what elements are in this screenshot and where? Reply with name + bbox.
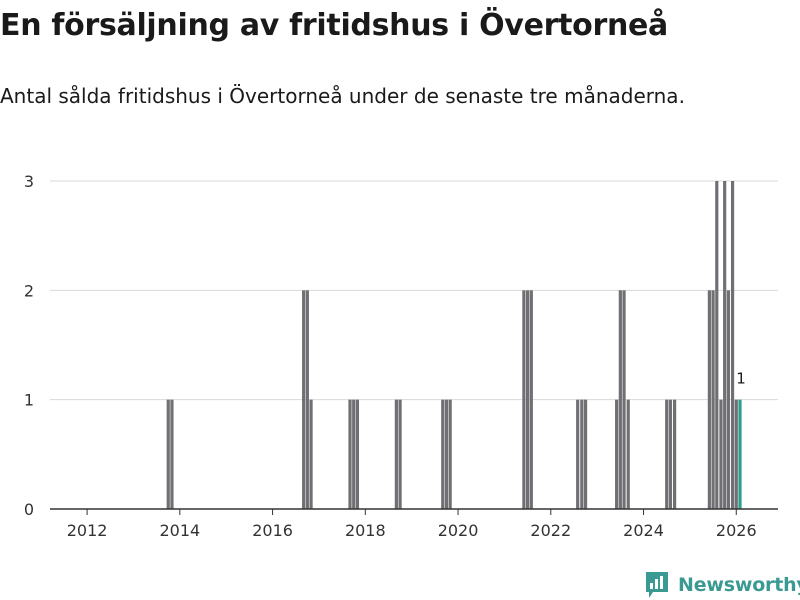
bar <box>723 181 727 509</box>
x-tick-label: 2014 <box>159 521 200 540</box>
bar <box>302 290 306 509</box>
bar-data-label: 1 <box>736 370 746 388</box>
y-tick-label: 2 <box>24 281 34 300</box>
bar <box>711 290 715 509</box>
bar <box>618 290 622 509</box>
x-tick-label: 2018 <box>345 521 386 540</box>
brand-name: Newsworthy <box>678 574 800 596</box>
bar <box>441 399 445 509</box>
bar <box>170 399 174 509</box>
bar <box>668 399 673 509</box>
bar <box>352 399 356 509</box>
x-tick-label: 2024 <box>623 521 664 540</box>
bar <box>348 399 352 509</box>
bar <box>448 399 452 509</box>
bar <box>576 399 580 509</box>
bar-chart-logo-icon <box>646 572 668 598</box>
y-tick-label: 1 <box>24 391 34 410</box>
bar <box>583 399 588 509</box>
bar <box>665 399 669 509</box>
highlighted-bar <box>738 399 742 509</box>
x-tick-label: 2026 <box>716 521 757 540</box>
bar <box>622 290 626 509</box>
bar <box>166 399 170 509</box>
bar <box>719 399 723 509</box>
bar <box>615 399 619 509</box>
bar <box>522 290 526 509</box>
bar <box>715 181 719 509</box>
bar <box>734 399 738 509</box>
y-tick-label: 3 <box>24 172 34 191</box>
x-tick-label: 2012 <box>67 521 108 540</box>
bar <box>707 290 711 509</box>
bar <box>726 290 730 509</box>
x-tick-label: 2020 <box>438 521 479 540</box>
chart-subtitle: Antal sålda fritidshus i Övertorneå unde… <box>0 84 685 108</box>
bar <box>355 399 360 509</box>
bar <box>398 399 402 509</box>
bar <box>394 399 398 509</box>
bar <box>626 399 630 509</box>
bar <box>444 399 449 509</box>
y-tick-label: 0 <box>24 500 34 519</box>
bar <box>529 290 533 509</box>
brand-logo: Newsworthy <box>644 570 800 600</box>
bar <box>305 290 309 509</box>
chart-title: En försäljning av fritidshus i Övertorne… <box>0 8 669 43</box>
bar <box>309 399 313 509</box>
bar <box>580 399 584 509</box>
bar <box>672 399 677 509</box>
bar-chart: 0 1 2 3 1 2012 2014 2016 2018 2020 2022 2024 2026 <box>24 172 778 540</box>
bar <box>730 181 735 509</box>
x-tick-label: 2016 <box>252 521 293 540</box>
bar <box>526 290 530 509</box>
x-tick-label: 2022 <box>530 521 571 540</box>
